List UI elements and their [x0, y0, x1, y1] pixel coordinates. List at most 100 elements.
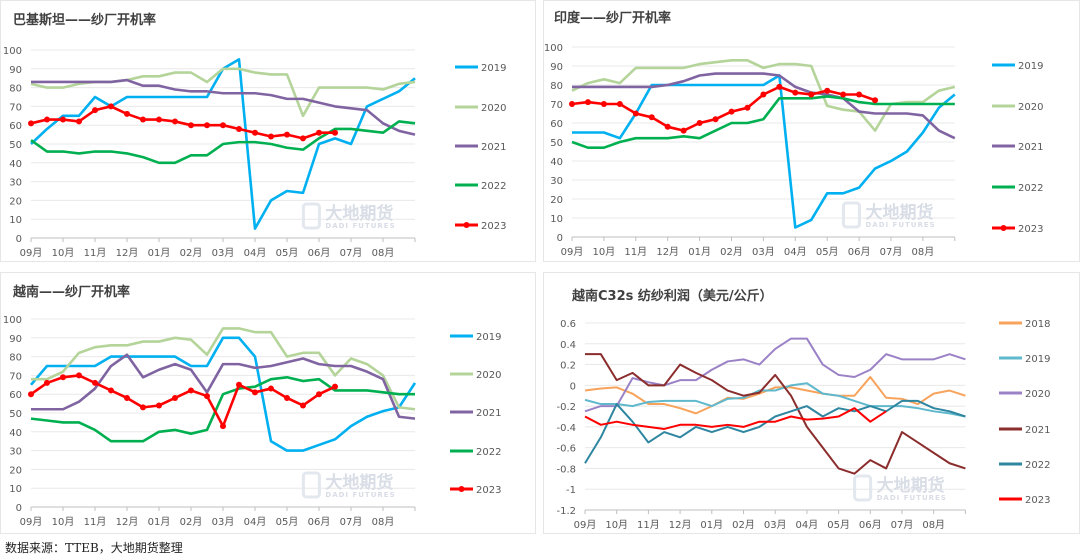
series-line-2022	[30, 375, 415, 443]
x-tick-label: 08月	[372, 516, 395, 528]
logo-icon	[841, 201, 861, 229]
y-tick-label: 80	[9, 84, 22, 95]
x-tick-label: 02月	[720, 246, 743, 258]
logo-icon	[853, 474, 873, 502]
x-tick-label: 10月	[593, 246, 616, 258]
data-point-2023	[824, 87, 831, 94]
x-tick-label: 08月	[912, 246, 935, 258]
x-tick-label: 06月	[848, 246, 871, 258]
y-tick-label: 10	[9, 484, 22, 495]
data-point-2023	[108, 103, 114, 110]
y-tick-label: 80	[550, 81, 563, 92]
data-point-2023	[680, 127, 687, 134]
series-line-2019	[30, 336, 417, 452]
chart-panel	[0, 0, 536, 262]
legend-label: 2021	[1025, 425, 1050, 436]
y-tick-label: 30	[9, 447, 22, 458]
series-line-2021	[31, 353, 416, 420]
x-tick-label: 03月	[764, 519, 787, 531]
y-tick-label: 40	[9, 428, 22, 439]
x-tick-label: 07月	[880, 246, 903, 258]
x-tick-label: 07月	[340, 247, 363, 259]
x-tick-label: 03月	[212, 247, 235, 259]
legend-label: 2023	[1018, 224, 1043, 235]
x-tick-label: 11月	[84, 516, 107, 528]
x-tick-label: 08月	[922, 519, 945, 531]
data-point-2023	[316, 391, 322, 398]
chart-panel	[543, 272, 1080, 534]
x-tick-label: 06月	[308, 247, 331, 259]
x-tick-label: 09月	[20, 247, 43, 259]
data-point-2023	[648, 114, 655, 121]
data-point-2023	[840, 91, 847, 98]
watermark-cn: 大地期货	[325, 203, 393, 224]
y-tick-label: 0	[557, 233, 563, 244]
data-point-2023	[332, 129, 338, 136]
x-tick-label: 12月	[116, 516, 139, 528]
y-tick-label: 50	[9, 140, 22, 151]
data-point-2023	[140, 116, 146, 123]
x-tick-label: 01月	[148, 247, 171, 259]
series-line-2018	[584, 376, 966, 415]
data-point-2023	[60, 116, 66, 123]
legend-label: 2021	[1018, 142, 1043, 153]
watermark-en: DADI FUTURES	[325, 491, 395, 499]
legend-marker	[1000, 225, 1007, 231]
x-tick-label: 07月	[340, 516, 363, 528]
y-tick-label: 50	[9, 409, 22, 420]
series-line-2021	[31, 78, 416, 136]
y-tick-label: 20	[9, 465, 22, 476]
data-point-2023	[584, 99, 591, 106]
x-tick-label: 05月	[816, 246, 839, 258]
x-tick-label: 03月	[752, 246, 775, 258]
x-tick-label: 04月	[244, 516, 267, 528]
x-tick-label: 12月	[116, 247, 139, 259]
data-point-2023	[156, 402, 162, 409]
y-tick-label: 0	[570, 381, 576, 392]
x-tick-label: 01月	[148, 516, 171, 528]
data-point-2023	[776, 83, 783, 90]
data-point-2023	[268, 385, 274, 392]
source-footer: 数据来源：TTEB，大地期货整理	[5, 540, 183, 555]
x-tick-label: 11月	[84, 247, 107, 259]
legend-label: 2023	[1025, 495, 1050, 506]
watermark-en: DADI FUTURES	[865, 221, 935, 229]
y-tick-label: 0	[16, 503, 22, 514]
y-tick-label: 60	[550, 119, 563, 130]
data-point-2023	[204, 122, 210, 129]
legend-label: 2020	[1018, 102, 1043, 113]
x-tick-label: 03月	[212, 516, 235, 528]
series-line-2023	[584, 407, 887, 430]
data-point-2023	[252, 389, 258, 396]
data-point-2023	[569, 101, 575, 107]
x-tick-label: 12月	[656, 246, 679, 258]
x-tick-label: 01月	[688, 246, 711, 258]
series-line-2020	[31, 327, 416, 411]
legend-marker	[463, 222, 470, 228]
legend-label: 2019	[1018, 61, 1043, 72]
pakistan-chart: 巴基斯坦——纱厂开机率 0 10 20 30 40 50 60 70 80 90 100 09月 10月 1…	[0, 0, 536, 262]
chart-title: 印度——纱厂开机率	[554, 10, 671, 26]
series-line-2019	[584, 382, 966, 418]
x-tick-label: 04月	[784, 246, 807, 258]
data-point-2023	[220, 423, 226, 430]
legend-marker	[458, 486, 465, 492]
y-tick-label: 80	[9, 353, 22, 364]
x-tick-label: 02月	[180, 247, 203, 259]
x-tick-label: 10月	[605, 519, 628, 531]
x-tick-label: 06月	[859, 519, 882, 531]
data-point-2023	[252, 129, 258, 136]
legend-label: 2022	[1018, 183, 1043, 194]
legend-label: 2019	[1025, 354, 1050, 365]
logo-icon	[301, 471, 321, 499]
x-tick-label: 09月	[561, 246, 584, 258]
data-point-2023	[92, 379, 98, 386]
y-tick-label: -0.4	[556, 423, 576, 434]
x-tick-label: 07月	[891, 519, 914, 531]
y-tick-label: 50	[550, 138, 563, 149]
data-point-2023	[28, 391, 34, 398]
